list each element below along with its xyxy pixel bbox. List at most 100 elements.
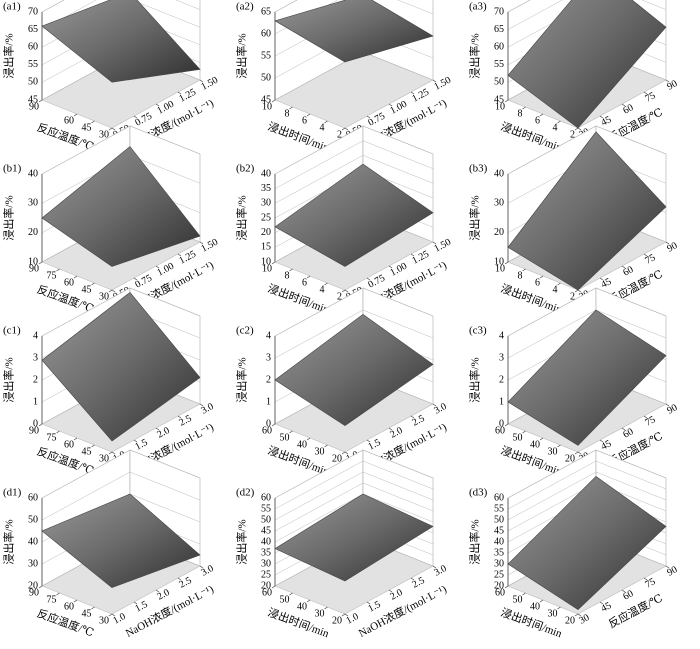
z-tick-label: 50 [494, 77, 504, 88]
y-tick [574, 127, 579, 131]
x-tick-label: 60 [621, 264, 635, 278]
y-tick-label: 60 [64, 277, 74, 288]
x-tick-label: 3.0 [199, 563, 215, 579]
z-tick-label: 60 [261, 492, 271, 503]
z-tick-label: 40 [261, 536, 271, 547]
z-tick-label: 25 [261, 212, 271, 223]
y-tick-label: 8 [518, 270, 523, 281]
grid-line [507, 471, 667, 521]
z-tick-label: 55 [261, 50, 271, 61]
grid-line [274, 449, 434, 499]
z-tick-label: 50 [28, 77, 38, 88]
x-tick [344, 289, 349, 293]
x-tick [432, 241, 437, 245]
y-tick-label: 4 [320, 284, 325, 295]
x-tick-label: 60 [621, 588, 635, 602]
y-tick-label: 45 [82, 608, 92, 619]
z-tick-label: 20 [494, 227, 504, 238]
z-tick-label: 65 [494, 24, 504, 35]
z-tick-label: 4 [499, 330, 504, 341]
panel: 102030400.500.751.001.251.503045607590Na… [2, 125, 220, 316]
y-tick-label: 4 [553, 284, 558, 295]
panel: 012341.01.52.02.53.03045607590NaOH浓度/(mo… [2, 287, 216, 478]
x-tick [177, 577, 182, 581]
z-axis-label: 浸出率/% [235, 519, 249, 564]
y-tick-label: 60 [262, 425, 272, 436]
y-tick [324, 282, 328, 286]
y-tick [341, 613, 346, 617]
z-tick-label: 45 [494, 525, 504, 536]
y-tick [91, 120, 95, 124]
y-tick [574, 451, 579, 455]
panel: 012341.01.52.02.53.02030405060NaOH浓度/(mo… [235, 287, 449, 478]
z-tick-label: 70 [28, 6, 38, 17]
panel-label: (c3) [469, 325, 487, 337]
z-tick-label: 45 [261, 525, 271, 536]
panel: 102030403045607590246810反应温度/℃浸出时间/min浸出… [468, 125, 679, 316]
x-tick [577, 613, 582, 617]
y-tick [271, 423, 276, 427]
x-tick [643, 91, 648, 95]
response-surface [274, 493, 434, 582]
x-tick-label: 75 [643, 414, 657, 428]
z-tick-label: 40 [261, 168, 271, 179]
z-axis-label: 浸出率/% [468, 195, 482, 240]
x-tick [366, 115, 371, 119]
z-tick-label: 30 [28, 558, 38, 569]
x-tick-label: 1.5 [366, 437, 382, 453]
y-tick [324, 444, 328, 448]
x-tick [599, 277, 604, 281]
panel-label: (b3) [469, 163, 488, 175]
y-tick [504, 423, 509, 427]
y-tick [574, 289, 579, 293]
z-tick-label: 10 [261, 256, 271, 267]
x-tick-label: 2.0 [155, 587, 171, 603]
y-tick [38, 261, 43, 265]
y-tick-label: 20 [332, 453, 342, 464]
z-tick-label: 0 [499, 418, 504, 429]
x-tick-label: 2.5 [410, 413, 426, 429]
y-tick [522, 268, 526, 272]
x-tick-label: 2.5 [410, 575, 426, 591]
x-tick [665, 565, 670, 569]
x-tick [432, 403, 437, 407]
x-tick-label: 90 [665, 402, 679, 416]
x-tick [199, 79, 204, 83]
x-tick [177, 415, 182, 419]
y-tick [108, 613, 113, 617]
y-tick-label: 30 [99, 291, 109, 302]
x-tick-label: 1.5 [366, 599, 382, 615]
y-tick [56, 430, 60, 434]
x-tick-label: 1.5 [133, 599, 149, 615]
x-tick [111, 289, 116, 293]
x-tick-label: 90 [665, 240, 679, 254]
x-tick [111, 127, 116, 131]
y-tick-label: 10 [495, 101, 505, 112]
response-surface [41, 291, 201, 442]
z-tick-label: 0 [266, 418, 271, 429]
x-tick [643, 577, 648, 581]
grid-line [274, 140, 434, 189]
y-tick-label: 20 [565, 615, 575, 626]
x-tick [199, 403, 204, 407]
x-tick-label: 1.50 [199, 237, 220, 255]
y-tick [557, 606, 561, 610]
panel: 0123430456075902030405060反应温度/℃浸出时间/min浸… [468, 287, 679, 478]
z-tick-label: 3 [33, 352, 38, 363]
x-tick-label: 1.50 [432, 237, 453, 255]
panel-label: (a3) [469, 1, 487, 13]
z-axis-label: 浸出率/% [2, 195, 16, 240]
z-tick-label: 30 [261, 558, 271, 569]
x-tick [410, 253, 415, 257]
panel-label: (d1) [3, 487, 22, 499]
z-axis-label: 浸出率/% [235, 357, 249, 402]
y-tick-label: 60 [262, 587, 272, 598]
y-tick-label: 50 [280, 594, 290, 605]
panel-label: (c2) [236, 325, 254, 337]
z-tick-label: 25 [494, 569, 504, 580]
x-tick [177, 253, 182, 257]
x-tick-label: 3.0 [432, 563, 448, 579]
x-tick [344, 127, 349, 131]
grid-line [274, 287, 434, 337]
